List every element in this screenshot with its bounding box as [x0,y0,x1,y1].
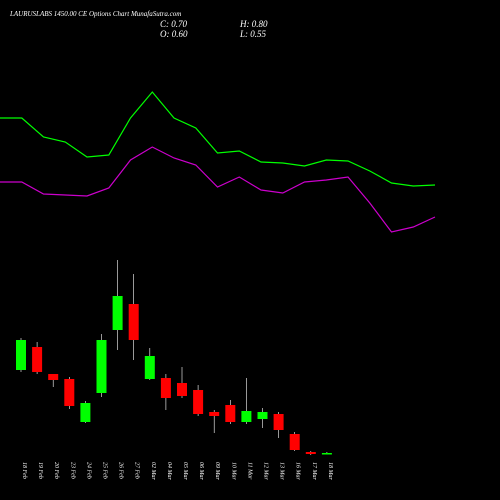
candle-body [112,296,123,330]
x-tick-label: 13 Mar [279,462,285,480]
candle-body [321,453,332,455]
open-label: O: 0.60 [160,29,188,39]
x-tick-label: 18 Feb [21,462,27,479]
x-tick-label: 04 Mar [166,462,173,480]
x-tick-label: 19 Feb [37,462,43,479]
candle-body [305,452,316,454]
candle-body [193,390,204,414]
candle-body [225,405,236,422]
candle-body [16,340,26,370]
candle-body [96,340,107,393]
candle-body [64,379,75,406]
x-tick-label: 09 Mar [214,462,220,480]
candle-body [209,412,220,416]
indicator-line [0,91,436,187]
candle-body [289,434,300,450]
candle-body [144,356,155,379]
x-tick-label: 20 Feb [53,462,59,479]
x-tick-label: 18 Mar [327,462,333,480]
x-tick-label: 06 Mar [198,462,204,480]
x-tick-label: 27 Feb [134,462,140,479]
candle-body [257,412,268,419]
x-tick-label: 25 Feb [102,462,108,479]
candle-body [32,347,43,372]
candle-body [48,374,59,380]
indicator-line [0,146,436,233]
x-tick-label: 02 Mar [150,462,156,480]
x-tick-label: 12 Mar [263,462,269,480]
candle-body [80,403,91,422]
x-tick-label: 05 Mar [182,462,188,480]
x-tick-label: 10 Mar [230,462,236,480]
candle-body [160,378,171,398]
x-tick-label: 23 Feb [69,462,75,479]
x-tick-label: 17 Mar [311,462,317,480]
candle-body [128,304,139,340]
high-label: H: 0.80 [239,19,268,29]
candle-body [273,414,284,430]
x-tick-label: 11 Mar [246,462,252,480]
candle-body [177,383,187,396]
x-tick-label: 24 Feb [85,462,92,479]
low-label: L: 0.55 [239,29,267,39]
x-tick-label: 16 Mar [295,462,301,480]
close-label: C: 0.70 [160,19,188,29]
chart-title: LAURUSLABS 1450.00 CE Options Chart Muna… [9,10,181,18]
candle-body [241,411,252,422]
x-tick-label: 26 Feb [118,462,124,479]
